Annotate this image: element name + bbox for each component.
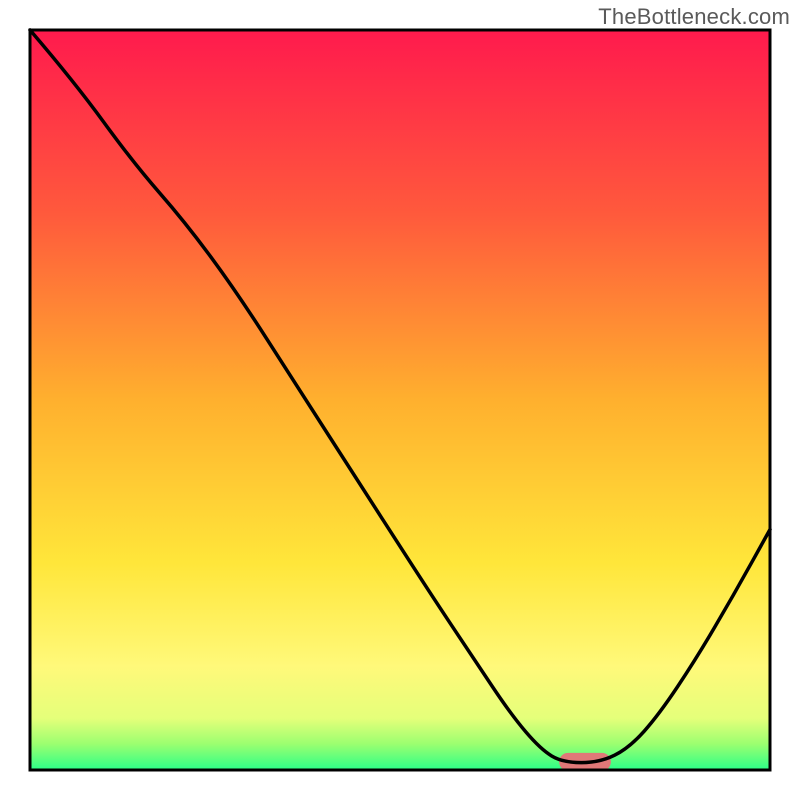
- watermark-text: TheBottleneck.com: [598, 4, 790, 30]
- gradient-background: [30, 30, 770, 770]
- bottleneck-heatmap-chart: [0, 0, 800, 800]
